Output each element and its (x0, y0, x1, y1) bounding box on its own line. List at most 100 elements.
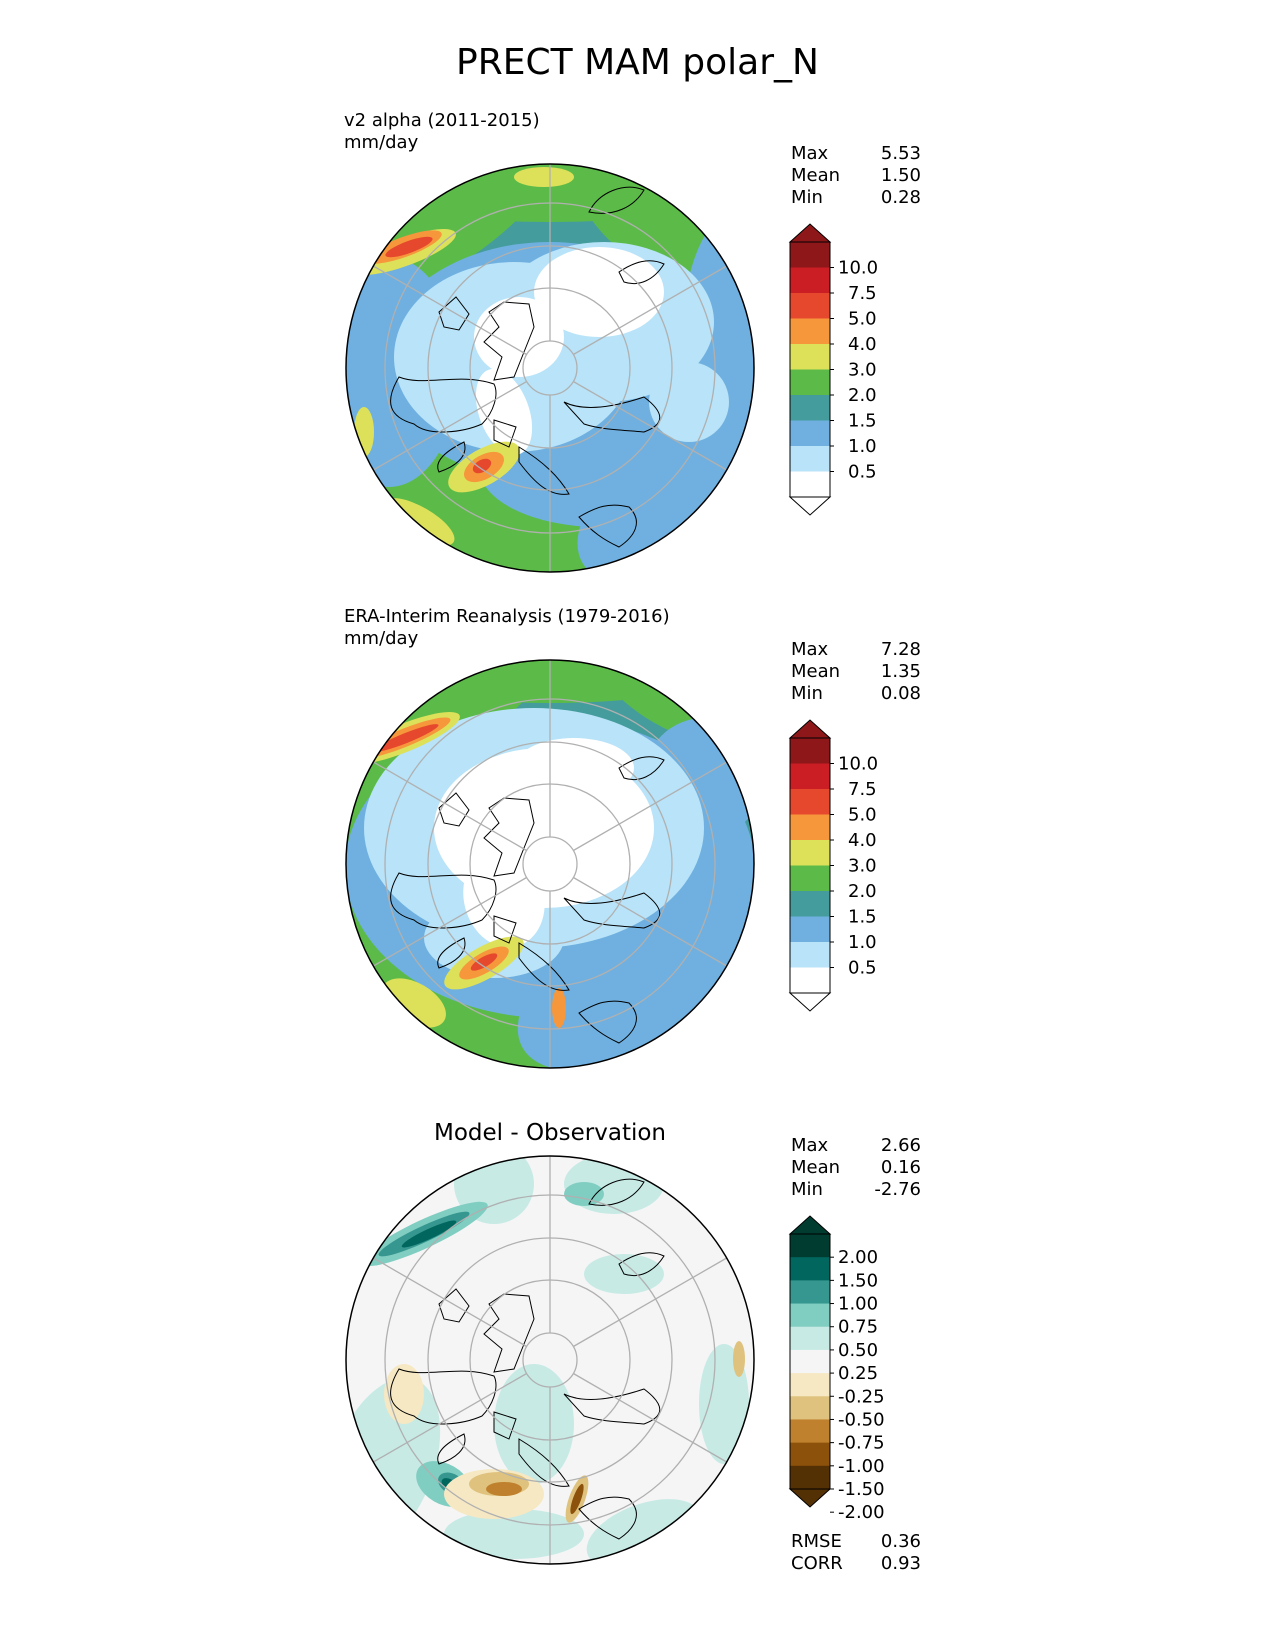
colorbar-segment (790, 840, 830, 866)
colorbar-segment (790, 789, 830, 815)
colorbar-tick-label: 2.0 (848, 385, 877, 406)
colorbar-tick-label: 3.0 (848, 856, 877, 877)
graticule (373, 164, 727, 572)
stat-min-value: 0.28 (880, 187, 921, 208)
panel-2-stats: Max 7.28 Mean 1.35 Min 0.08 (791, 639, 921, 705)
precip-region (385, 236, 433, 258)
precip-region (474, 297, 564, 377)
colorbar-extend-bottom (788, 992, 832, 1012)
metric-label: RMSE (791, 1531, 842, 1552)
colorbar-segment (790, 1349, 830, 1374)
stat-mean-value: 1.35 (880, 661, 921, 682)
precip-region (373, 724, 439, 752)
precip-field (346, 1156, 754, 1564)
meridian-line (373, 380, 527, 471)
colorbar-segment (790, 763, 830, 790)
colorbar-segment (790, 1303, 830, 1328)
colorbar-tick-label: 7.5 (848, 779, 877, 800)
rmse-value: 0.36 (880, 1531, 921, 1552)
colorbar-segment (790, 318, 830, 345)
coastline (618, 756, 665, 781)
colorbar-tick-label: 1.5 (848, 411, 877, 432)
coastline (438, 792, 470, 827)
meridian-line (373, 761, 527, 852)
stat-label: Min (791, 1179, 823, 1200)
coastline (518, 446, 570, 495)
colorbar-frame (789, 1233, 831, 1490)
colorbar-segment (790, 967, 830, 994)
colorbar-segment (790, 865, 830, 892)
colorbar-segment (790, 1396, 830, 1420)
stat-label: Mean (791, 661, 841, 682)
precip-region (564, 1182, 604, 1206)
coastline (563, 396, 661, 433)
coastline (493, 419, 517, 448)
colorbar-segment (790, 369, 830, 396)
colorbar-tick-label: 0.75 (838, 1317, 878, 1338)
coastline (588, 186, 645, 214)
precip-region (470, 953, 498, 971)
colorbar-tick-label: 0.25 (838, 1363, 878, 1384)
colorbar-tick-label: 4.0 (848, 334, 877, 355)
precip-region (514, 167, 574, 187)
colorbar-segment (790, 420, 830, 447)
stat-max-value: 5.53 (880, 143, 921, 164)
precip-region (363, 1191, 381, 1203)
coastline (578, 1496, 637, 1540)
map-boundary (345, 659, 755, 1069)
precip-region (517, 885, 754, 1068)
panel-3-metrics: RMSE 0.36 CORR 0.93 (791, 1531, 921, 1575)
colorbar-tick-label: -2.00 (838, 1502, 885, 1523)
graticule (373, 660, 727, 1068)
colorbar-tick-label: 1.50 (838, 1270, 878, 1291)
colorbar-difference: 2.001.501.000.750.500.25-0.25-0.50-0.75-… (788, 1215, 885, 1523)
stat-label: Mean (791, 165, 841, 186)
precip-region (733, 1341, 745, 1377)
panel-2-title: ERA-Interim Reanalysis (1979-2016) mm/day (344, 606, 670, 649)
coastline (578, 504, 637, 548)
stat-label: Max (791, 639, 829, 660)
corr-value: 0.93 (880, 1553, 921, 1574)
colorbar-segment (790, 738, 830, 764)
meridian-line (573, 1372, 727, 1463)
precip-region (475, 368, 533, 456)
panel-3-title: Model - Observation (433, 1120, 667, 1146)
colorbar-tick-label: 10.0 (838, 258, 878, 279)
coastline (493, 1411, 517, 1440)
colorbar-tick-label: 0.50 (838, 1340, 878, 1361)
colorbar-tick-label: 2.0 (848, 881, 877, 902)
precip-field (346, 164, 754, 572)
coastline (390, 1368, 497, 1425)
coastline (563, 892, 661, 929)
meridian-line (573, 265, 727, 356)
meridian-line (573, 876, 727, 967)
coastline (390, 376, 497, 433)
stat-label: Min (791, 683, 823, 704)
colorbar-segment (790, 814, 830, 841)
coastline (493, 915, 517, 944)
colorbar-segment (790, 1326, 830, 1351)
polar-map-observation (345, 659, 755, 1069)
colorbar-extend-bottom (788, 496, 832, 516)
map-boundary (345, 163, 755, 573)
colorbar-segment (790, 1442, 830, 1467)
figure-title: PRECT MAM polar_N (456, 42, 819, 83)
panel-3-stats: Max 2.66 Mean 0.16 Min -2.76 (791, 1135, 921, 1201)
colorbar-segment (790, 1373, 830, 1397)
stat-label: Max (791, 1135, 829, 1156)
colorbar-observation: 10.0 7.5 5.0 4.0 3.0 2.0 1.5 1.0 0.5 (788, 719, 878, 1012)
meridian-line (373, 876, 527, 967)
colorbar-tick-label: -1.50 (838, 1479, 885, 1500)
meridian-line (573, 380, 727, 471)
colorbar-segment (790, 891, 830, 917)
colorbar-tick-label: 4.0 (848, 830, 877, 851)
stat-label: Max (791, 143, 829, 164)
colorbar-tick-label: -0.50 (838, 1409, 885, 1430)
colorbar-segment (790, 1234, 830, 1258)
coastline (563, 1388, 661, 1425)
precip-region (552, 988, 566, 1028)
stat-max-value: 7.28 (880, 639, 921, 660)
colorbar-segment (790, 942, 830, 968)
colorbar-model: 10.0 7.5 5.0 4.0 3.0 2.0 1.5 1.0 0.5 (788, 223, 878, 516)
panel-1-stats: Max 5.53 Mean 1.50 Min 0.28 (791, 143, 921, 209)
